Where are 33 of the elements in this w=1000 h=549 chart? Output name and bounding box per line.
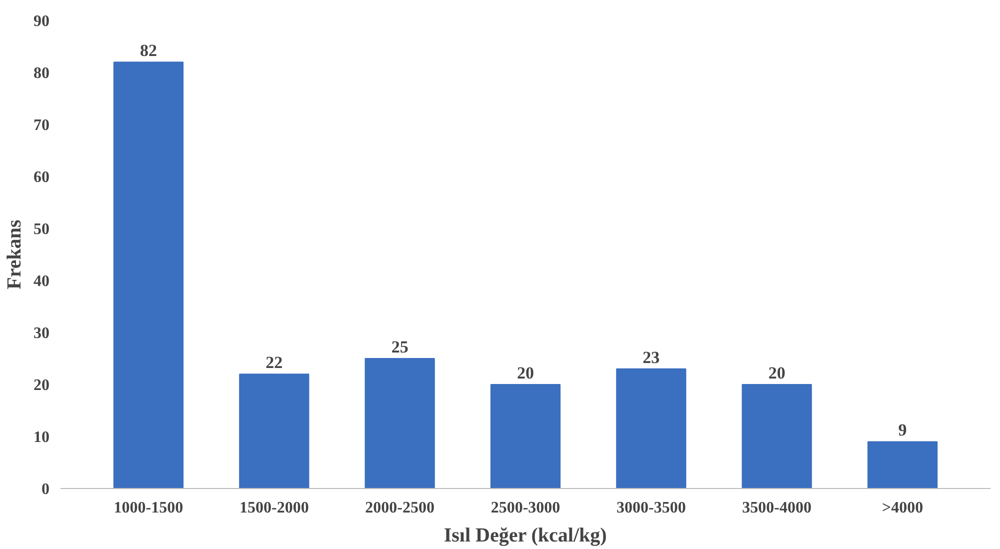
data-label: 9 (898, 420, 907, 440)
bar (239, 374, 310, 488)
y-axis-title: Frekans (4, 219, 26, 290)
y-tick-label: 0 (42, 481, 50, 498)
x-tick-label: 3500-4000 (742, 500, 812, 516)
bar (867, 441, 938, 488)
data-label: 22 (266, 353, 283, 372)
y-tick-label: 40 (34, 273, 50, 290)
bar (616, 368, 686, 488)
bar (742, 384, 812, 488)
x-axis-title: Isıl Değer (kcal/kg) (444, 524, 607, 546)
data-label: 23 (642, 348, 660, 367)
y-tick-label: 60 (34, 169, 50, 186)
x-tick-label: 1000-1500 (114, 500, 184, 516)
data-label: 20 (517, 364, 534, 382)
y-tick-label: 80 (34, 65, 50, 82)
y-tick-label: 50 (34, 221, 50, 238)
bar (113, 62, 184, 488)
y-tick-label: 70 (34, 117, 50, 134)
bar (490, 384, 561, 488)
y-tick-label: 30 (34, 325, 50, 342)
y-tick-label: 10 (34, 429, 50, 446)
y-tick-label: 90 (34, 13, 50, 30)
bar (364, 358, 435, 488)
data-label: 25 (391, 338, 408, 356)
x-tick-label: >4000 (882, 500, 924, 516)
data-label: 82 (140, 41, 157, 60)
x-tick-label: 2000-2500 (365, 500, 434, 516)
x-tick-label: 1500-2000 (239, 500, 309, 516)
data-label: 20 (768, 364, 786, 382)
x-tick-label: 3000-3500 (616, 500, 686, 516)
x-tick-label: 2500-3000 (490, 500, 560, 516)
y-tick-label: 20 (34, 377, 50, 394)
